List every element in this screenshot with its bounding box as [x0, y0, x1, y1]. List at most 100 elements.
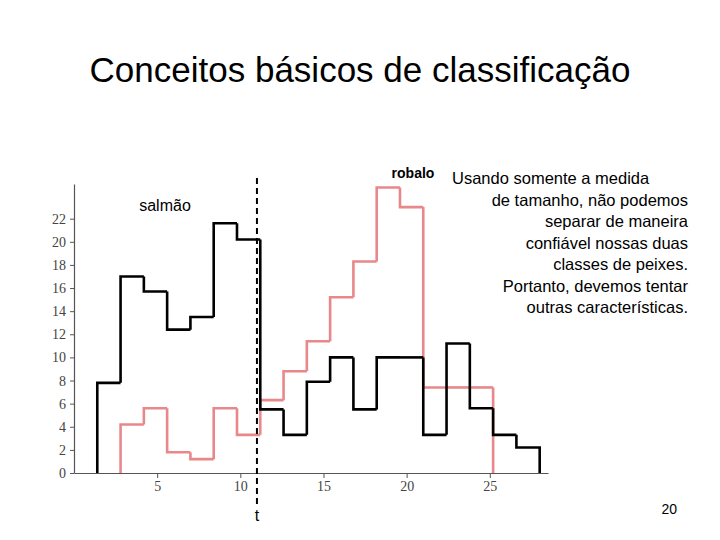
x-tick: 25 — [483, 473, 497, 494]
y-tick-label: 0 — [59, 466, 66, 481]
series — [97, 187, 516, 473]
histogram-bin — [400, 187, 423, 207]
histogram-bin — [493, 408, 516, 435]
x-tick-mark — [240, 473, 241, 478]
histogram-bin — [97, 383, 120, 473]
y-tick-label: 20 — [52, 235, 66, 250]
y-tick-label: 4 — [59, 420, 66, 435]
x-tick: 10 — [234, 473, 248, 494]
y-tick-mark — [70, 288, 74, 289]
x-tick-mark — [157, 473, 158, 478]
histogram-bin — [400, 356, 423, 359]
histogram-bin — [330, 297, 353, 341]
annotation-line: de tamanho, não podemos — [492, 191, 688, 209]
y-tick-mark — [70, 381, 74, 382]
histogram-bin — [353, 357, 376, 409]
series-label: robalo — [392, 165, 435, 181]
y-tick-mark — [70, 357, 74, 358]
plot-area — [97, 187, 539, 473]
x-tick-label: 20 — [400, 479, 414, 494]
histogram-bin — [214, 223, 237, 317]
y-tick-label: 22 — [52, 212, 66, 227]
histogram-bin — [284, 409, 307, 434]
y-tick: 6 — [59, 397, 74, 412]
y-tick: 2 — [59, 443, 74, 458]
histogram-bin — [167, 292, 190, 330]
y-tick-label: 18 — [52, 258, 66, 273]
y-tick-mark — [70, 311, 74, 312]
histogram-bin — [330, 357, 353, 381]
y-tick: 16 — [52, 281, 74, 296]
x-tick-label: 15 — [317, 479, 331, 494]
y-tick: 18 — [52, 258, 74, 273]
histogram-bin — [423, 207, 446, 387]
histogram-bin — [307, 341, 330, 371]
histogram-bin — [167, 408, 190, 452]
histogram-bin — [353, 261, 376, 297]
histogram-bin — [144, 276, 167, 291]
slide: Conceitos básicos de classificação 5 10 15 2… — [0, 0, 720, 540]
y-tick: 10 — [52, 350, 74, 365]
y-tick-mark — [70, 242, 74, 243]
x-tick-mark — [490, 473, 491, 478]
y-tick: 12 — [52, 327, 74, 342]
x-tick-label: 5 — [154, 479, 161, 494]
y-tick-mark — [70, 427, 74, 428]
annotation-line: separar de maneira — [545, 212, 689, 230]
histogram-bin — [190, 317, 213, 330]
y-tick: 22 — [52, 212, 74, 227]
y-axis-line — [74, 185, 75, 474]
x-tick-label: 25 — [483, 479, 497, 494]
threshold-label: t — [255, 507, 260, 524]
page-number: 20 — [661, 501, 677, 517]
y-tick-label: 8 — [59, 374, 66, 389]
y-tick-mark — [70, 219, 74, 220]
y-tick-mark — [70, 404, 74, 405]
y-tick: 8 — [59, 374, 74, 389]
histogram-bin — [307, 382, 330, 435]
histogram-bin — [121, 276, 144, 382]
histogram-bin — [121, 424, 144, 473]
y-axis: 0 2 4 6 8 10 12 14 16 18 20 22 — [52, 185, 75, 481]
series-label: salmão — [139, 197, 191, 214]
series — [97, 223, 539, 473]
y-tick-label: 16 — [52, 281, 66, 296]
x-tick-mark — [323, 473, 324, 478]
y-tick-label: 10 — [52, 350, 66, 365]
histogram-bin — [470, 344, 493, 409]
x-tick: 5 — [154, 473, 161, 494]
annotation: Usando somente a medida de tamanho, não p… — [452, 169, 689, 316]
x-tick-mark — [407, 473, 408, 478]
y-tick: 14 — [52, 304, 74, 319]
y-tick-mark — [70, 450, 74, 451]
y-tick-mark — [70, 473, 74, 474]
y-tick-label: 14 — [52, 304, 66, 319]
histogram-bin — [447, 386, 470, 389]
y-tick-label: 6 — [59, 397, 66, 412]
y-tick-label: 12 — [52, 327, 66, 342]
histogram-bin — [190, 452, 213, 459]
histogram-bin — [284, 371, 307, 400]
histogram-bin — [470, 386, 493, 389]
x-axis-line — [75, 473, 549, 474]
annotation-line: outras características. — [527, 298, 688, 316]
histogram-bin — [423, 357, 446, 434]
y-tick: 0 — [59, 466, 74, 481]
threshold-line — [256, 178, 258, 505]
y-tick-label: 2 — [59, 443, 66, 458]
y-tick-mark — [70, 334, 74, 335]
annotation-line: classes de peixes. — [553, 255, 688, 273]
annotation-line: Portanto, devemos tentar — [503, 277, 689, 295]
annotation-line: Usando somente a medida — [452, 169, 650, 187]
histogram-bin — [260, 239, 283, 409]
y-tick-mark — [70, 265, 74, 266]
histogram-bin — [377, 187, 400, 261]
y-tick: 20 — [52, 235, 74, 250]
x-tick: 20 — [400, 473, 414, 494]
x-tick: 15 — [317, 473, 331, 494]
histogram-bin — [447, 344, 470, 435]
histogram-bin — [377, 357, 400, 409]
y-tick: 4 — [59, 420, 74, 435]
histogram-bin — [144, 408, 167, 424]
title: Conceitos básicos de classificação — [90, 50, 631, 89]
